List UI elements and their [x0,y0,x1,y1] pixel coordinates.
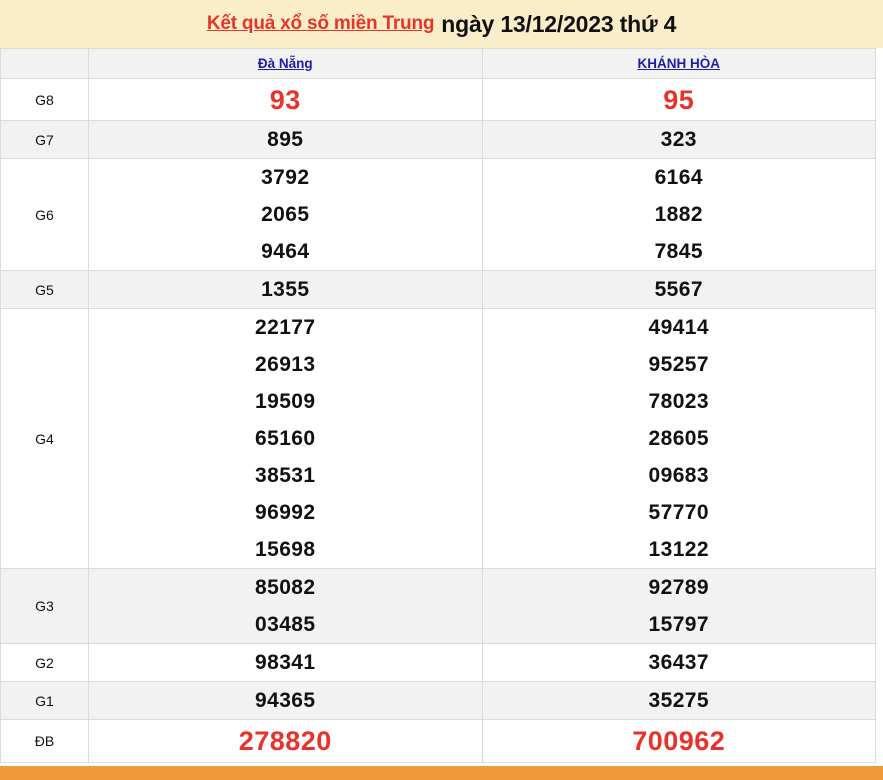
prize-numbers-da-nang: 22177 26913 19509 65160 38531 96992 15698 [88,308,483,569]
lottery-number: 7845 [654,240,703,263]
lottery-number: 15797 [648,613,709,636]
lottery-number: 65160 [255,427,316,450]
lottery-number: 94365 [255,689,316,712]
results-table-container: Đà Nẵng KHÁNH HÒA G8 93 95 G7 895 323 G6 3792 20… [0,48,883,763]
table-row: G8 93 95 [0,78,876,121]
prize-label: G3 [0,568,89,644]
lottery-number: 278820 [238,726,332,756]
lottery-number: 36437 [648,651,709,674]
lottery-number: 38531 [255,464,316,487]
prize-numbers-khanh-hoa: 323 [481,120,876,159]
table-row: G3 85082 03485 92789 15797 [0,568,876,644]
province-link-khanh-hoa[interactable]: KHÁNH HÒA [637,55,721,71]
table-row: G6 3792 2065 9464 6164 1882 7845 [0,158,876,271]
table-body: G8 93 95 G7 895 323 G6 3792 2065 9464 6164 1882 7845… [0,78,876,763]
prize-numbers-khanh-hoa: 5567 [481,270,876,309]
lottery-number: 85082 [255,576,316,599]
lottery-number: 3792 [261,166,310,189]
province-link-da-nang[interactable]: Đà Nẵng [257,55,313,71]
table-row: G4 22177 26913 19509 65160 38531 96992 15698 494… [0,308,876,569]
lottery-number: 323 [660,128,697,151]
lottery-number: 2065 [261,203,310,226]
lottery-number: 78023 [648,390,709,413]
lottery-number: 9464 [261,240,310,263]
prize-numbers-da-nang: 98341 [88,643,483,682]
page-title-banner: Kết quả xổ số miền Trung ngày 13/12/2023… [0,0,883,48]
lottery-number: 700962 [632,726,726,756]
province-header-khanh-hoa: KHÁNH HÒA [481,48,876,79]
lottery-number: 28605 [648,427,709,450]
lottery-number: 03485 [255,613,316,636]
lottery-number: 49414 [648,316,709,339]
prize-numbers-da-nang: 1355 [88,270,483,309]
table-row: ĐB 278820 700962 [0,719,876,763]
prize-label: G6 [0,158,89,271]
province-header-da-nang: Đà Nẵng [88,48,483,79]
table-row: G2 98341 36437 [0,643,876,682]
bottom-orange-bar [0,766,883,780]
prize-column-header [0,48,89,79]
lottery-number: 19509 [255,390,316,413]
lottery-number: 09683 [648,464,709,487]
table-row: G1 94365 35275 [0,681,876,720]
lottery-results-table: Đà Nẵng KHÁNH HÒA G8 93 95 G7 895 323 G6 3792 20… [0,48,876,763]
lottery-number: 92789 [648,576,709,599]
table-header: Đà Nẵng KHÁNH HÒA [0,48,876,79]
prize-numbers-khanh-hoa: 95 [481,78,876,121]
prize-numbers-da-nang: 85082 03485 [88,568,483,644]
lottery-number: 22177 [255,316,316,339]
prize-label: G2 [0,643,89,682]
lottery-number: 26913 [255,353,316,376]
lottery-number: 96992 [255,501,316,524]
lottery-number: 6164 [654,166,703,189]
lottery-number: 1882 [654,203,703,226]
prize-numbers-da-nang: 278820 [88,719,483,763]
lottery-number: 895 [267,128,304,151]
lottery-number: 98341 [255,651,316,674]
prize-numbers-khanh-hoa: 49414 95257 78023 28605 09683 57770 13122 [481,308,876,569]
lottery-region-link[interactable]: Kết quả xổ số miền Trung [206,13,435,34]
prize-numbers-da-nang: 94365 [88,681,483,720]
lottery-number: 93 [269,84,301,115]
lottery-number: 95257 [648,353,709,376]
lottery-number: 95 [663,84,695,115]
lottery-number: 5567 [654,278,703,301]
prize-numbers-khanh-hoa: 36437 [481,643,876,682]
prize-label: ĐB [0,719,89,763]
prize-label: G5 [0,270,89,309]
prize-label: G7 [0,120,89,159]
prize-numbers-khanh-hoa: 700962 [481,719,876,763]
lottery-number: 35275 [648,689,709,712]
prize-numbers-khanh-hoa: 6164 1882 7845 [481,158,876,271]
table-row: G7 895 323 [0,120,876,159]
table-row: G5 1355 5567 [0,270,876,309]
lottery-number: 57770 [648,501,709,524]
prize-numbers-da-nang: 93 [88,78,483,121]
prize-numbers-khanh-hoa: 92789 15797 [481,568,876,644]
prize-numbers-khanh-hoa: 35275 [481,681,876,720]
lottery-number: 15698 [255,538,316,561]
prize-numbers-da-nang: 3792 2065 9464 [88,158,483,271]
prize-numbers-da-nang: 895 [88,120,483,159]
prize-label: G4 [0,308,89,569]
lottery-number: 13122 [648,538,709,561]
table-header-row: Đà Nẵng KHÁNH HÒA [0,48,876,79]
lottery-number: 1355 [261,278,310,301]
prize-label: G8 [0,78,89,121]
prize-label: G1 [0,681,89,720]
draw-date-label: ngày 13/12/2023 thứ 4 [441,10,677,37]
